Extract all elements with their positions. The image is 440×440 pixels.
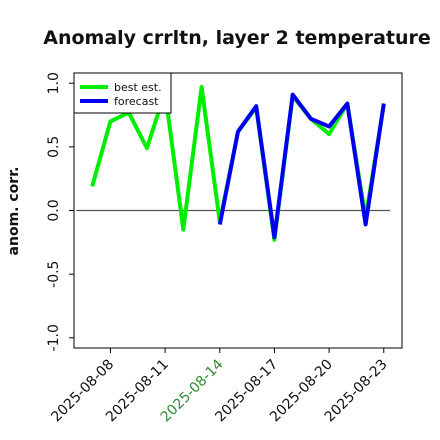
chart-title: Anomaly crrltn, layer 2 temperature [43, 27, 431, 49]
plot-area [76, 85, 390, 242]
y-axis-label: anom. corr. [6, 167, 22, 256]
legend-label-best-est: best est. [114, 81, 162, 94]
y-tick-label: 1.0 [46, 72, 62, 94]
y-tick-label: 0.0 [46, 199, 62, 221]
y-tick-label: 0.5 [46, 136, 62, 158]
legend: best est. forecast [73, 72, 172, 114]
y-tick-label: -1.0 [46, 324, 62, 351]
legend-box [73, 72, 172, 114]
series-line-forecast [217, 92, 386, 240]
y-tick-label: -0.5 [46, 261, 62, 288]
legend-label-forecast: forecast [114, 95, 159, 108]
